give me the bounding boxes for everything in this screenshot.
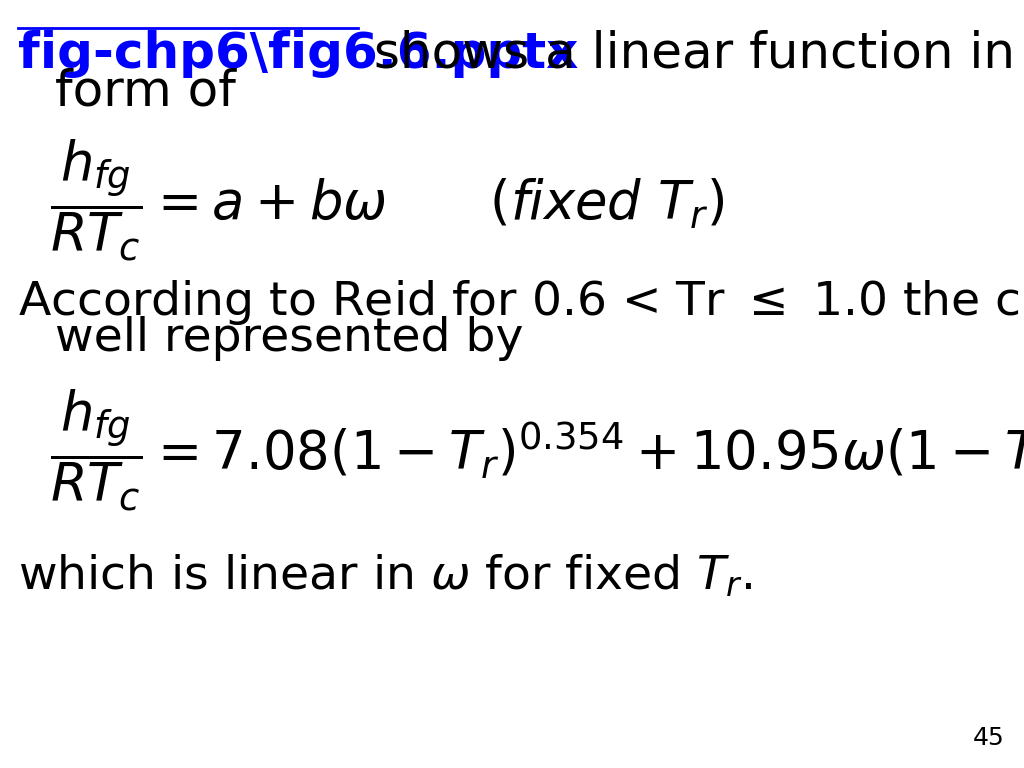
Text: $\dfrac{h_{fg}}{RT_c} = a + b\omega \qquad \left(\mathit{fixed}\ T_r\right)$: $\dfrac{h_{fg}}{RT_c} = a + b\omega \qqu… bbox=[50, 138, 724, 263]
Text: fig-chp6\fig6.6.pptx: fig-chp6\fig6.6.pptx bbox=[18, 30, 579, 78]
Text: According to Reid for 0.6 < Tr $\leq$ 1.0 the curves are: According to Reid for 0.6 < Tr $\leq$ 1.… bbox=[18, 278, 1024, 327]
Text: which is linear in $\omega$ for fixed $T_r$.: which is linear in $\omega$ for fixed $T… bbox=[18, 553, 753, 600]
Text: $\dfrac{h_{fg}}{RT_c} = 7.08(1-T_r)^{0.354} + 10.95\omega(1-T_r)^{0.456}$: $\dfrac{h_{fg}}{RT_c} = 7.08(1-T_r)^{0.3… bbox=[50, 388, 1024, 513]
Text: 45: 45 bbox=[973, 726, 1005, 750]
Text: well represented by: well represented by bbox=[55, 316, 523, 361]
Text: form of: form of bbox=[55, 68, 236, 116]
Text: shows a linear function in the: shows a linear function in the bbox=[358, 30, 1024, 78]
